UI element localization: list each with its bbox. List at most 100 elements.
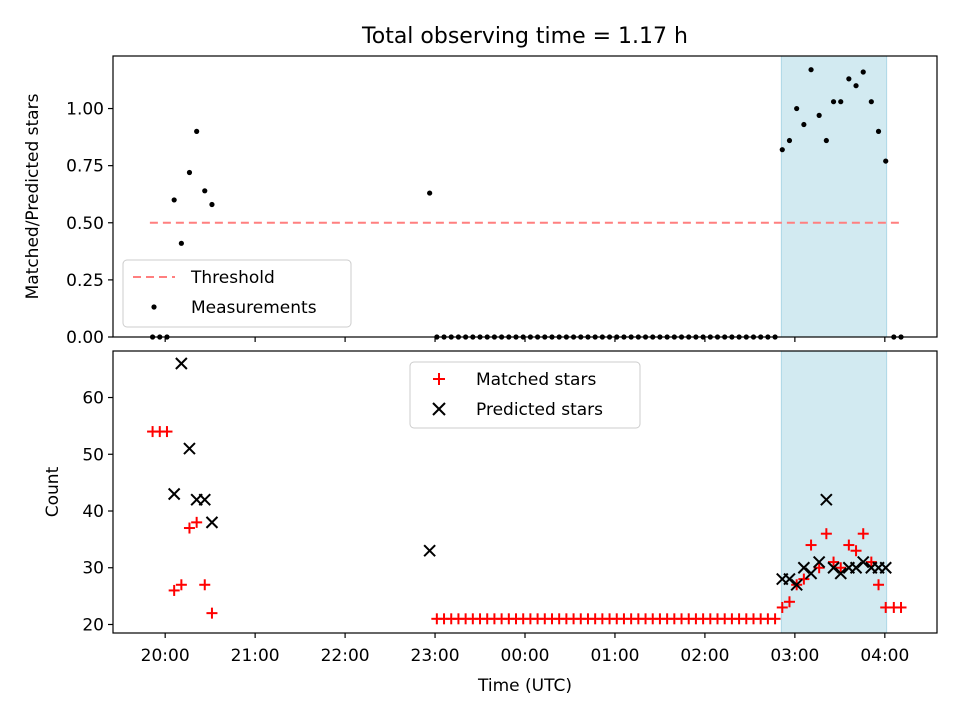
legend-measurements-label: Measurements <box>191 298 317 318</box>
matched-star-point <box>798 573 810 585</box>
measurement-point <box>186 169 193 176</box>
legend-measurements-swatch <box>151 304 157 310</box>
matched-star-point <box>783 596 795 608</box>
x-tick-label: 22:00 <box>321 646 370 666</box>
matched-star-point <box>843 539 855 551</box>
measurement-point <box>427 190 433 196</box>
legend-threshold-label: Threshold <box>190 268 275 288</box>
legend-matched-swatch <box>433 373 445 385</box>
measurement-point <box>846 76 852 82</box>
x-tick-label: 21:00 <box>231 646 280 666</box>
predicted-star-point <box>879 561 892 574</box>
y-tick-label: 0.50 <box>66 214 104 234</box>
predicted-star-point <box>783 572 796 586</box>
predicted-star-point <box>857 555 870 569</box>
y-tick-label: 0.25 <box>66 271 104 291</box>
y-tick-label: 40 <box>82 502 104 522</box>
y-tick-label: 30 <box>82 559 104 579</box>
matched-star-point <box>776 601 788 613</box>
measurement-point <box>202 188 208 194</box>
legend-predicted-label: Predicted stars <box>476 400 603 420</box>
shaded-interval-band <box>780 350 888 634</box>
y-tick-label: 20 <box>82 615 104 635</box>
matched-star-point <box>828 556 840 568</box>
measurement-point <box>209 201 215 208</box>
bottom-legend: Matched stars Predicted stars <box>409 361 641 429</box>
measurement-point <box>868 99 874 105</box>
measurement-point <box>830 99 837 105</box>
measurement-point <box>171 197 177 203</box>
predicted-star-point <box>812 555 826 569</box>
bottom-panel: 20 30 40 50 60 20:00 21:00 22:00 23:00 00:00 01:0… <box>43 350 938 696</box>
predicted-star-point <box>183 442 196 455</box>
predicted-stars-points <box>167 357 892 591</box>
x-tick-label: 23:00 <box>411 646 460 666</box>
measurement-point <box>860 69 866 75</box>
measurement-point <box>794 105 800 112</box>
top-x-ticks <box>164 337 886 342</box>
matched-star-point <box>206 607 218 619</box>
measurement-point <box>853 83 859 89</box>
shaded-interval-band <box>780 55 888 338</box>
matched-star-point <box>199 579 211 591</box>
matched-stars-points <box>147 426 907 625</box>
y-tick-label: 1.00 <box>66 100 104 120</box>
y-tick-label: 0.00 <box>66 328 104 348</box>
y-tick-label: 50 <box>82 445 104 465</box>
x-tick-label: 03:00 <box>770 646 819 666</box>
top-shaded-interval <box>780 55 888 338</box>
top-y-axis-label: Matched/Predicted stars <box>23 93 43 299</box>
y-tick-label: 0.75 <box>66 157 104 177</box>
predicted-star-point <box>205 516 219 529</box>
y-tick-label: 60 <box>82 389 104 409</box>
x-tick-label: 00:00 <box>501 646 550 666</box>
measurement-point <box>779 147 785 153</box>
predicted-star-point <box>804 567 818 580</box>
matched-star-point <box>895 601 907 613</box>
predicted-star-point <box>827 561 840 574</box>
chart-title: Total observing time = 1.17 h <box>361 24 688 49</box>
measurement-point <box>816 112 822 118</box>
measurement-point <box>801 121 807 128</box>
x-tick-label: 01:00 <box>590 646 639 666</box>
matched-star-point <box>805 539 817 551</box>
bottom-y-axis-label: Count <box>43 466 63 517</box>
predicted-star-point <box>175 357 188 370</box>
measurement-point <box>838 99 844 105</box>
matched-star-point <box>873 579 885 591</box>
measurement-point <box>786 137 793 144</box>
measurement-point <box>178 240 184 246</box>
predicted-star-point <box>198 493 211 506</box>
legend-matched-label: Matched stars <box>476 370 596 390</box>
matched-star-point <box>820 528 832 540</box>
legend-predicted-swatch <box>432 402 446 416</box>
predicted-star-point <box>849 561 863 574</box>
x-axis-label: Time (UTC) <box>477 676 572 696</box>
x-tick-label: 20:00 <box>141 646 190 666</box>
measurement-point <box>823 137 829 144</box>
measurement-point <box>883 158 889 164</box>
matched-star-point <box>769 613 781 625</box>
measurement-point <box>194 128 200 134</box>
matched-star-point <box>857 528 869 540</box>
x-axis-ticks: 20:00 21:00 22:00 23:00 00:00 01:00 02:00 03:00… <box>141 633 909 666</box>
matched-star-point <box>168 584 180 596</box>
matched-star-point <box>191 516 203 528</box>
top-y-ticks: 0.00 0.25 0.50 0.75 1.00 <box>66 100 113 348</box>
predicted-star-point <box>790 578 803 591</box>
matched-star-point <box>865 556 877 568</box>
x-tick-label: 02:00 <box>680 646 729 666</box>
matched-star-point <box>850 545 862 557</box>
x-tick-label: 04:00 <box>860 646 909 666</box>
matched-star-point <box>161 426 173 438</box>
matched-star-point <box>183 522 195 534</box>
top-legend: Threshold Measurements <box>122 259 352 328</box>
measurement-point <box>875 128 882 134</box>
predicted-star-point <box>797 561 811 574</box>
predicted-star-point <box>423 544 436 557</box>
predicted-star-point <box>820 493 833 506</box>
bottom-shaded-interval <box>780 350 888 634</box>
predicted-star-point <box>834 567 847 580</box>
matched-star-point <box>175 579 187 591</box>
